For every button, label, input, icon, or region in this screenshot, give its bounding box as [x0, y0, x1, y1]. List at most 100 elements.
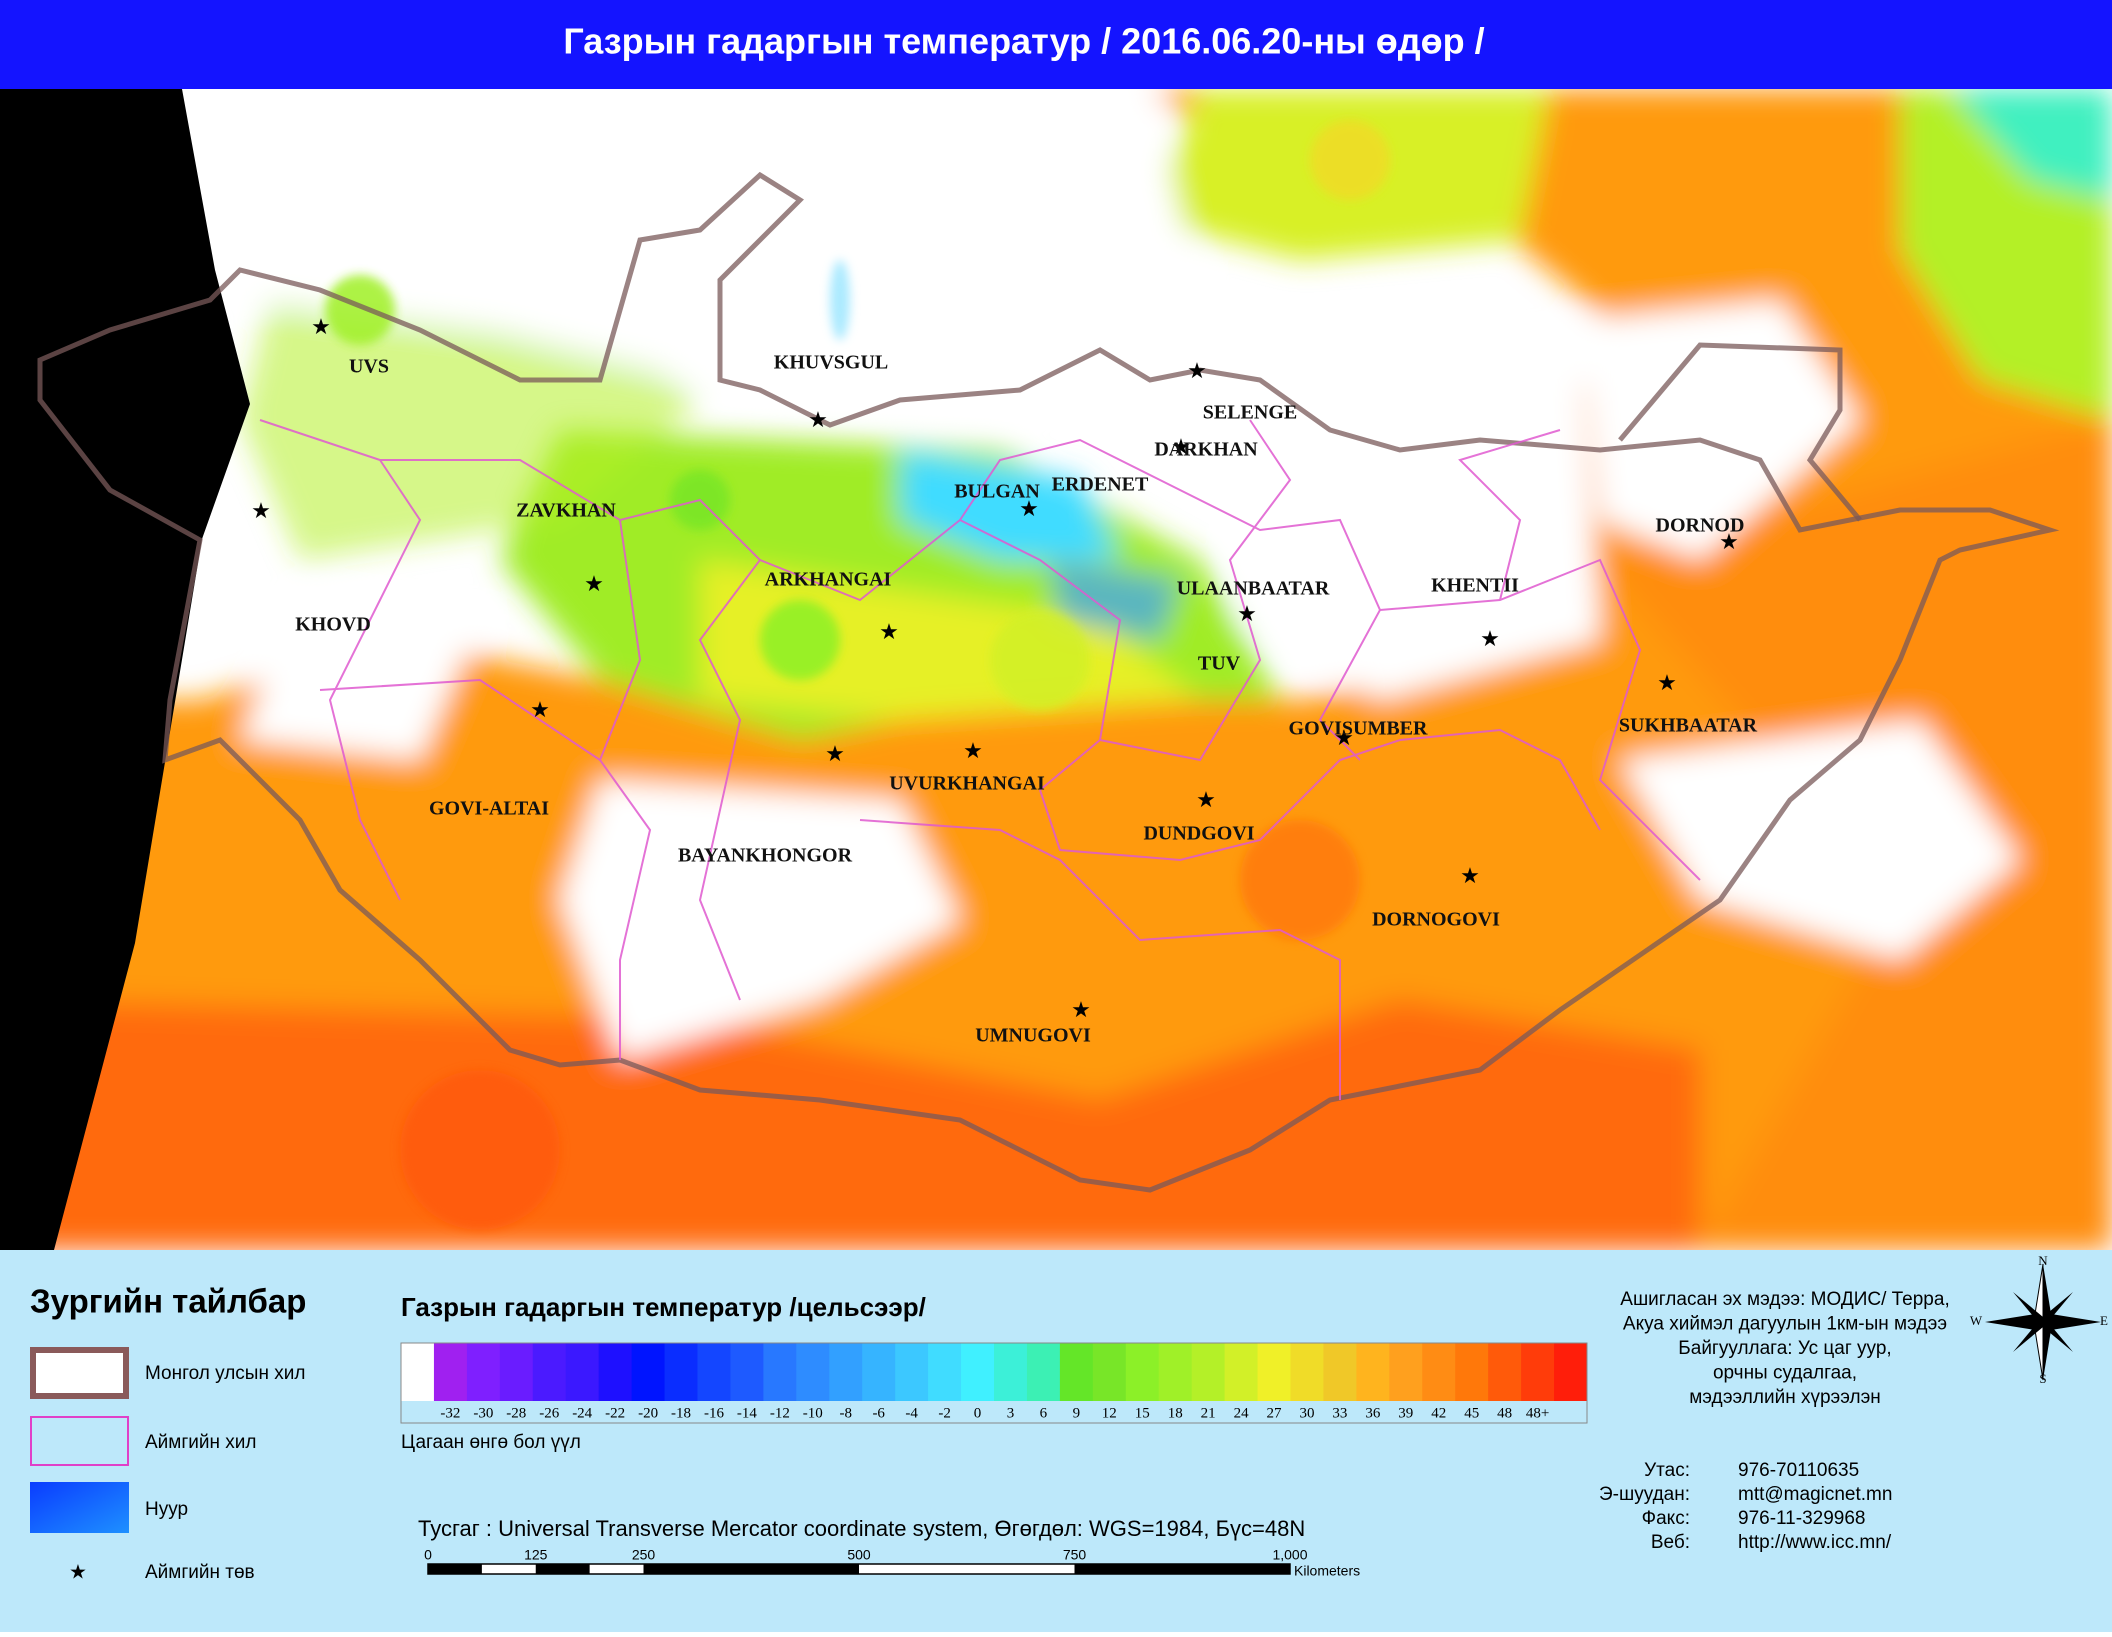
- colorbar-label: -16: [704, 1405, 724, 1421]
- province-label: UVURKHANGAI: [889, 773, 1045, 795]
- svg-text:★: ★: [584, 571, 604, 596]
- colorbar-swatch: [1455, 1343, 1489, 1401]
- colorbar-swatch: [1224, 1343, 1259, 1401]
- province-label: ARKHANGAI: [765, 569, 892, 591]
- colorbar-label: 12: [1102, 1405, 1117, 1421]
- colorbar-swatch: [466, 1343, 501, 1401]
- colorbar-swatch: [1059, 1343, 1094, 1401]
- colorbar-swatch: [1092, 1343, 1127, 1401]
- svg-text:★: ★: [311, 314, 331, 339]
- province-label: ERDENET: [1052, 474, 1149, 496]
- contact-label: Утас:: [1644, 1460, 1690, 1481]
- province-label: SUKHBAATAR: [1619, 715, 1758, 737]
- svg-text:★: ★: [1334, 725, 1354, 750]
- colorbar-frame: [400, 1342, 1588, 1424]
- source-info-line: Ашигласан эх мэдээ: МОДИС/ Терра,: [1620, 1289, 1949, 1310]
- contact-label: Э-шуудан:: [1599, 1484, 1690, 1505]
- scale-bar-label: 750: [1063, 1547, 1087, 1563]
- colorbar-swatch: [895, 1343, 929, 1401]
- province-label: DORNOD: [1656, 515, 1745, 537]
- colorbar-label: 48+: [1526, 1405, 1549, 1421]
- colorbar-swatch: [928, 1343, 962, 1401]
- svg-text:★: ★: [879, 619, 899, 644]
- contact-label: Веб:: [1651, 1532, 1690, 1553]
- source-info-line: мэдээллийн хүрээлэн: [1689, 1387, 1881, 1408]
- legend-item-label: Аймгийн төв: [145, 1562, 255, 1583]
- colorbar-swatch: [631, 1343, 666, 1401]
- colorbar-label: 24: [1234, 1405, 1250, 1421]
- colorbar-swatch: [532, 1343, 567, 1401]
- province-label: UMNUGOVI: [975, 1025, 1091, 1047]
- province-label: DUNDGOVI: [1143, 823, 1254, 845]
- colorbar-swatch: [565, 1343, 600, 1401]
- svg-text:★: ★: [1171, 434, 1191, 459]
- contact-value: 976-11-329968: [1738, 1508, 1865, 1529]
- svg-text:★: ★: [1460, 863, 1480, 888]
- legend-title: Зургийн тайлбар: [30, 1283, 306, 1320]
- colorbar-label: -24: [572, 1405, 592, 1421]
- province-label: KHOVD: [295, 614, 371, 636]
- scale-bar-segment: [535, 1564, 590, 1574]
- province-borders: [259, 419, 1701, 1100]
- contact-value: http://www.icc.mn/: [1738, 1532, 1892, 1553]
- colorbar-label: -10: [803, 1405, 823, 1421]
- colorbar-swatch: [401, 1343, 435, 1401]
- colorbar-label: 27: [1267, 1405, 1283, 1421]
- scale-bar-label: 0: [424, 1547, 432, 1563]
- projection-text: Тусгаг : Universal Transverse Mercator c…: [418, 1516, 1305, 1541]
- colorbar-swatch: [1422, 1343, 1456, 1401]
- source-info: Ашигласан эх мэдээ: МОДИС/ Терра, Акуа хи…: [1620, 1289, 1949, 1408]
- contact-value: 976-70110635: [1738, 1460, 1859, 1481]
- colorbar-note: Цагаан өнгө бол үүл: [401, 1432, 581, 1453]
- province-label: DARKHAN: [1154, 439, 1258, 461]
- province-labels: UVS KHUVSGUL SELENGE DARKHAN BULGAN ERDENET ZA…: [295, 352, 1757, 1047]
- colorbar-swatch: [499, 1343, 534, 1401]
- svg-text:★: ★: [530, 697, 550, 722]
- colorbar-label: -14: [737, 1405, 757, 1421]
- colorbar-label: 30: [1299, 1405, 1314, 1421]
- scale-bar-unit: Kilometers: [1294, 1563, 1360, 1579]
- colorbar-swatch: [1257, 1343, 1291, 1401]
- compass-label: S: [2039, 1371, 2046, 1386]
- legend-lake-symbol: [30, 1482, 129, 1533]
- svg-text:★: ★: [1019, 496, 1039, 521]
- compass-label: W: [1970, 1313, 1983, 1328]
- compass: [1985, 1263, 2101, 1381]
- colorbar-swatch: [829, 1343, 863, 1401]
- scale-bar-label: 1,000: [1272, 1547, 1307, 1563]
- colorbar-swatch: [1191, 1343, 1226, 1401]
- colorbar-swatch: [1125, 1343, 1160, 1401]
- svg-text:★: ★: [1480, 626, 1500, 651]
- colorbar-swatch: [1290, 1343, 1324, 1401]
- colorbar-label: 36: [1365, 1405, 1381, 1421]
- colorbar-swatch: [1521, 1343, 1555, 1401]
- colorbar-label: -2: [938, 1405, 951, 1421]
- colorbar-swatch: [994, 1343, 1028, 1401]
- province-centers: ★ ★ ★ ★ ★ ★ ★ ★ ★ ★ ★ ★ ★ ★ ★ ★ ★ ★ ★: [251, 314, 1739, 1022]
- colorbar-label: 6: [1040, 1405, 1048, 1421]
- legend-item-label: Нуур: [145, 1499, 188, 1520]
- country-border: [37, 171, 2060, 1193]
- colorbar: -32 -30 -28 -26 -24 -22 -20 -18 -16 -14 -12 -10 -8 -6…: [400, 1342, 1588, 1424]
- colorbar-swatch: [598, 1343, 633, 1401]
- colorbar-label: -8: [840, 1405, 853, 1421]
- province-label: BULGAN: [954, 481, 1040, 503]
- colorbar-label: 48: [1497, 1405, 1512, 1421]
- province-label: DORNOGOVI: [1372, 909, 1500, 931]
- svg-text:★: ★: [825, 741, 845, 766]
- colorbar-swatch: [763, 1343, 797, 1401]
- svg-text:★: ★: [1187, 358, 1207, 383]
- colorbar-label: 15: [1135, 1405, 1150, 1421]
- province-label: KHENTII: [1431, 575, 1519, 597]
- colorbar-swatch: [1389, 1343, 1423, 1401]
- province-label: ZAVKHAN: [516, 500, 616, 522]
- province-label: ULAANBAATAR: [1177, 578, 1330, 600]
- scale-bar-label: 125: [524, 1547, 548, 1563]
- colorbar-swatch: [664, 1343, 698, 1401]
- source-info-line: Акуа хиймэл дагуулын 1км-ын мэдээ: [1623, 1314, 1947, 1335]
- colorbar-label: 18: [1168, 1405, 1183, 1421]
- colorbar-label: 21: [1201, 1405, 1216, 1421]
- colorbar-label: -6: [872, 1405, 885, 1421]
- scale-bar-segment: [428, 1564, 482, 1574]
